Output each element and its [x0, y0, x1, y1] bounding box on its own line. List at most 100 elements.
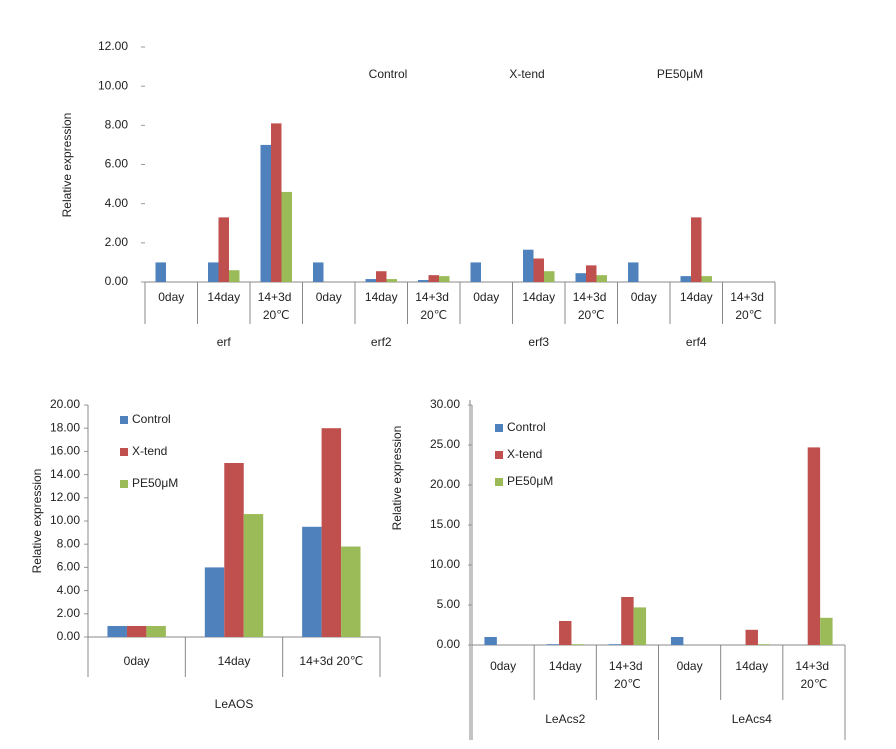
group-label: erf4: [686, 335, 707, 349]
bar: [208, 262, 219, 282]
bar: [146, 625, 166, 637]
x-tick-label: 14day: [680, 290, 713, 304]
bar: [571, 644, 584, 645]
legend-label: Control: [507, 420, 546, 434]
legend-label: X-tend: [132, 444, 167, 458]
bar: [218, 217, 229, 282]
x-tick-label: 14day: [218, 654, 251, 668]
x-axis-title: LeAOS: [215, 697, 254, 711]
bar: [428, 275, 439, 282]
legend-label: PE50μM: [132, 476, 178, 490]
bar: [376, 271, 387, 282]
bar: [633, 607, 647, 645]
y-tick-label: 6.00: [57, 560, 81, 574]
bar: [546, 644, 560, 645]
bar: [321, 428, 342, 637]
legend-label: X-tend: [509, 67, 544, 81]
bar: [484, 637, 497, 645]
x-tick-label: 14+3d 20℃: [609, 659, 646, 691]
bar: [621, 597, 634, 645]
x-tick-label: 14+3d 20℃: [299, 654, 363, 668]
y-tick-label: 8.00: [57, 536, 81, 550]
bar: [341, 546, 361, 637]
legend-label: PE50μM: [507, 474, 553, 488]
bar: [224, 463, 244, 637]
y-tick-label: 2.00: [105, 235, 129, 249]
group-label: LeAcs4: [732, 712, 772, 726]
bar: [386, 279, 397, 282]
x-tick-label: 0day: [490, 659, 516, 673]
y-tick-label: 2.00: [57, 606, 81, 620]
legend-swatch: [120, 416, 128, 424]
x-tick-label: 14day: [735, 659, 768, 673]
legend-label: PE50μM: [657, 67, 703, 81]
x-tick-label: 14+3d 20℃: [415, 290, 452, 322]
bar: [271, 123, 282, 282]
y-tick-label: 0.00: [57, 629, 81, 643]
group-label: erf2: [371, 335, 392, 349]
y-tick-label: 10.00: [50, 513, 80, 527]
legend-swatch: [495, 478, 503, 486]
x-tick-label: 14day: [549, 659, 582, 673]
bar: [229, 270, 240, 282]
y-tick-label: 20.00: [430, 477, 460, 491]
x-tick-label: 14day: [365, 290, 398, 304]
y-tick-label: 5.00: [437, 597, 461, 611]
legend-label: Control: [132, 412, 171, 426]
y-tick-label: 12.00: [98, 39, 128, 53]
x-tick-label: 0day: [631, 290, 657, 304]
y-tick-label: 12.00: [50, 490, 80, 504]
y-tick-label: 10.00: [98, 78, 128, 92]
y-tick-label: 4.00: [105, 196, 129, 210]
bar: [126, 625, 147, 637]
x-tick-label: 0day: [473, 290, 499, 304]
y-axis-title: Relative expression: [390, 426, 404, 531]
y-tick-label: 30.00: [430, 397, 460, 411]
x-tick-label: 14day: [522, 290, 555, 304]
bar: [544, 271, 555, 282]
bar: [820, 617, 833, 645]
bar: [439, 276, 450, 282]
y-tick-label: 16.00: [50, 444, 80, 458]
y-axis-title: Relative expression: [60, 113, 74, 218]
bar: [586, 265, 597, 282]
x-tick-label: 14+3d 20℃: [795, 659, 832, 691]
bar: [807, 447, 821, 645]
group-label: LeAcs2: [545, 712, 585, 726]
y-tick-label: 0.00: [105, 274, 129, 288]
bar: [204, 567, 225, 637]
bar: [701, 276, 712, 282]
y-tick-label: 10.00: [430, 557, 460, 571]
x-tick-label: 14+3d 20℃: [730, 290, 767, 322]
legend-swatch: [120, 480, 128, 488]
group-label: erf3: [528, 335, 549, 349]
y-tick-label: 0.00: [437, 637, 461, 651]
y-tick-label: 4.00: [57, 583, 81, 597]
group-label: erf: [217, 335, 232, 349]
bar: [680, 276, 691, 282]
bar: [757, 644, 771, 645]
x-tick-label: 14day: [207, 290, 240, 304]
y-tick-label: 20.00: [50, 397, 80, 411]
bar: [155, 262, 166, 282]
bar: [470, 262, 481, 282]
bar: [575, 273, 586, 282]
legend-swatch: [495, 424, 503, 432]
bar: [260, 144, 271, 282]
bar: [313, 262, 324, 282]
x-tick-label: 0day: [124, 654, 150, 668]
legend-label: X-tend: [507, 447, 542, 461]
bar: [533, 258, 544, 282]
bar: [608, 644, 622, 645]
y-tick-label: 8.00: [105, 118, 129, 132]
bar: [523, 249, 534, 282]
y-tick-label: 15.00: [430, 517, 460, 531]
y-tick-label: 6.00: [105, 157, 129, 171]
bar: [243, 514, 264, 637]
bar: [107, 625, 127, 637]
legend-swatch: [495, 451, 503, 459]
bar: [745, 629, 758, 645]
x-tick-label: 14+3d 20℃: [258, 290, 295, 322]
legend-swatch: [120, 448, 128, 456]
